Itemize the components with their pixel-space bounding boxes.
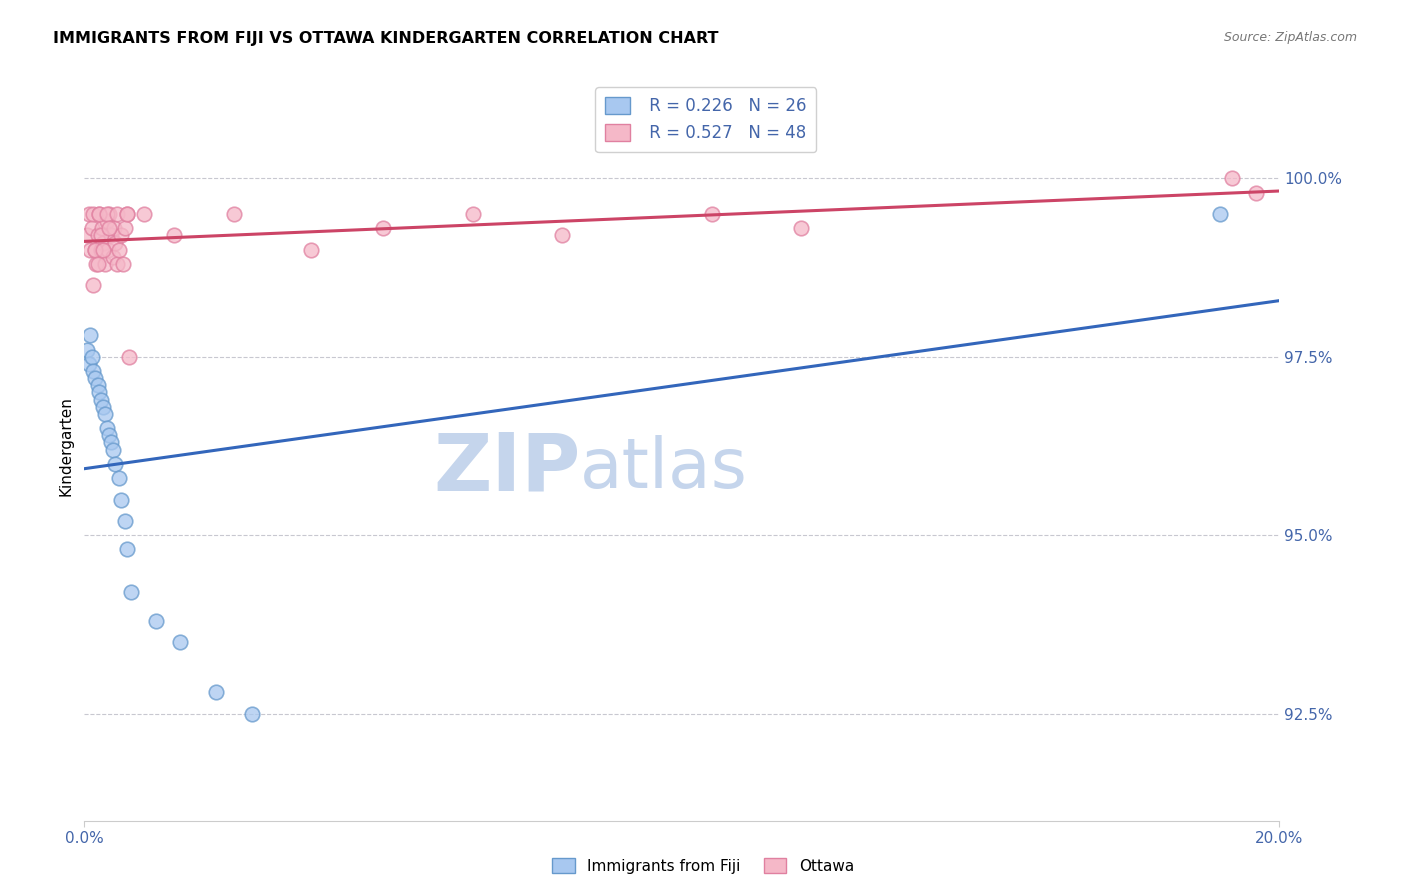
- Y-axis label: Kindergarten: Kindergarten: [58, 396, 73, 496]
- Point: [90, 228, 112, 243]
- Point: [93, 235, 115, 250]
- Point: [94, 257, 117, 271]
- Point: [86, 257, 108, 271]
- Point: [96, 214, 118, 228]
- Point: [114, 514, 136, 528]
- Point: [117, 207, 139, 221]
- Point: [84, 243, 107, 257]
- Point: [76, 343, 98, 357]
- Point: [98, 428, 121, 442]
- Point: [551, 228, 574, 243]
- Point: [790, 221, 813, 235]
- Point: [90, 243, 112, 257]
- Point: [117, 207, 139, 221]
- Point: [205, 685, 228, 699]
- Point: [90, 392, 112, 407]
- Point: [96, 421, 118, 435]
- Point: [82, 364, 104, 378]
- Point: [98, 221, 121, 235]
- Point: [117, 542, 139, 557]
- Point: [700, 207, 723, 221]
- Point: [103, 221, 125, 235]
- Point: [301, 243, 323, 257]
- Point: [77, 357, 100, 371]
- Point: [98, 207, 121, 221]
- Point: [101, 250, 124, 264]
- Point: [145, 614, 167, 628]
- Point: [461, 207, 484, 221]
- Point: [80, 221, 103, 235]
- Point: [86, 228, 108, 243]
- Point: [373, 221, 395, 235]
- Point: [169, 635, 191, 649]
- Text: atlas: atlas: [581, 435, 748, 502]
- Point: [112, 257, 135, 271]
- Point: [94, 407, 117, 421]
- Point: [100, 435, 122, 450]
- Point: [1209, 207, 1232, 221]
- Point: [84, 371, 107, 385]
- Point: [86, 378, 108, 392]
- Legend:  R = 0.226   N = 26,  R = 0.527   N = 48: R = 0.226 N = 26, R = 0.527 N = 48: [595, 87, 817, 152]
- Point: [84, 243, 107, 257]
- Point: [97, 243, 120, 257]
- Point: [108, 243, 131, 257]
- Point: [93, 243, 115, 257]
- Point: [100, 228, 122, 243]
- Point: [96, 207, 118, 221]
- Point: [77, 207, 100, 221]
- Text: IMMIGRANTS FROM FIJI VS OTTAWA KINDERGARTEN CORRELATION CHART: IMMIGRANTS FROM FIJI VS OTTAWA KINDERGAR…: [53, 31, 718, 46]
- Point: [105, 257, 128, 271]
- Point: [104, 457, 127, 471]
- Point: [108, 471, 131, 485]
- Point: [240, 706, 263, 721]
- Point: [86, 257, 108, 271]
- Point: [79, 328, 101, 343]
- Point: [1220, 171, 1243, 186]
- Point: [91, 221, 114, 235]
- Point: [120, 585, 142, 599]
- Point: [118, 350, 141, 364]
- Text: Source: ZipAtlas.com: Source: ZipAtlas.com: [1223, 31, 1357, 45]
- Point: [114, 221, 136, 235]
- Point: [89, 385, 111, 400]
- Legend: Immigrants from Fiji, Ottawa: Immigrants from Fiji, Ottawa: [546, 852, 860, 880]
- Point: [82, 207, 104, 221]
- Point: [132, 207, 156, 221]
- Point: [163, 228, 186, 243]
- Point: [89, 207, 111, 221]
- Point: [105, 207, 128, 221]
- Text: ZIP: ZIP: [433, 429, 581, 508]
- Point: [110, 492, 132, 507]
- Point: [1244, 186, 1267, 200]
- Point: [80, 350, 103, 364]
- Point: [76, 228, 98, 243]
- Point: [222, 207, 245, 221]
- Point: [110, 228, 132, 243]
- Point: [79, 243, 101, 257]
- Point: [104, 235, 127, 250]
- Point: [82, 278, 104, 293]
- Point: [93, 400, 115, 414]
- Point: [101, 442, 124, 457]
- Point: [89, 207, 111, 221]
